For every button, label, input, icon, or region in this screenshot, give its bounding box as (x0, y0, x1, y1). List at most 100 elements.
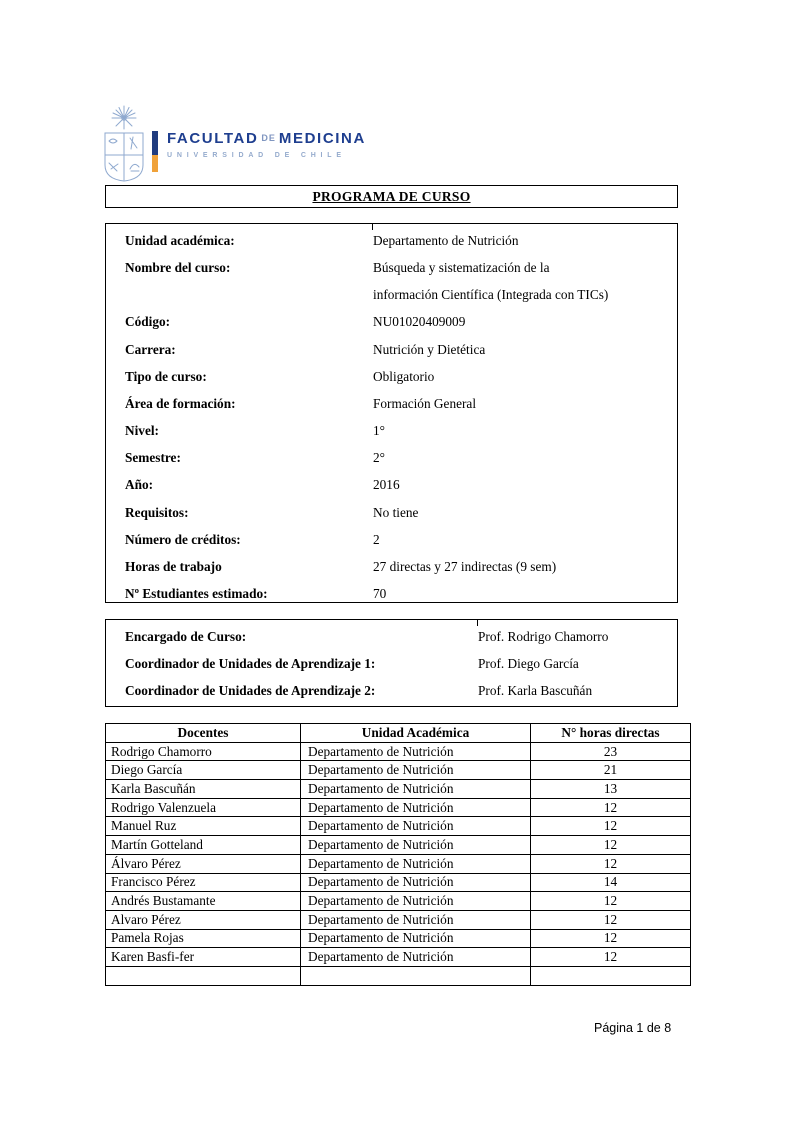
info-value: 27 directas y 27 indirectas (9 sem) (373, 558, 557, 574)
info-row: Año: 2016 (106, 471, 677, 498)
info-row: Área de formación: Formación General (106, 390, 677, 417)
info-label: Unidad académica: (125, 233, 235, 248)
info-label: Área de formación: (125, 395, 236, 411)
teacher-hours: 12 (530, 797, 691, 818)
teachers-table: Docentes Unidad Académica N° horas direc… (105, 723, 691, 986)
info-value: NU01020409009 (373, 314, 466, 330)
page-number: Página 1 de 8 (594, 1021, 672, 1035)
teacher-row: Rodrigo Chamorro Departamento de Nutrici… (105, 741, 691, 762)
info-label: Nombre del curso: (125, 260, 231, 276)
teacher-row: Francisco Pérez Departamento de Nutrició… (105, 872, 691, 893)
column-divider-tick (372, 224, 373, 230)
teacher-name: Rodrigo Chamorro (105, 741, 301, 762)
teacher-name: Karen Basfi-fer (105, 947, 301, 967)
info-label: Código: (125, 314, 171, 330)
header-horas-directas: N° horas directas (530, 723, 691, 743)
teacher-hours: 21 (530, 760, 691, 781)
header-docentes: Docentes (105, 723, 301, 743)
teacher-hours: 12 (530, 816, 691, 837)
teacher-row: Álvaro Pérez Departamento de Nutrición 1… (105, 853, 691, 874)
info-row: Semestre: 2° (106, 444, 677, 471)
teacher-row: Martín Gotteland Departamento de Nutrici… (105, 835, 691, 855)
info-row: Horas de trabajo 27 directas y 27 indire… (106, 553, 677, 580)
page-title: PROGRAMA DE CURSO (312, 188, 471, 204)
teacher-unit: Departamento de Nutrición (300, 797, 531, 818)
teacher-row-empty (105, 965, 691, 986)
info-value: No tiene (373, 504, 419, 520)
teacher-unit: Departamento de Nutrición (300, 741, 531, 762)
staff-label: Coordinador de Unidades de Aprendizaje 1… (125, 656, 376, 672)
info-label: Semestre: (125, 450, 181, 466)
staff-label: Coordinador de Unidades de Aprendizaje 2… (125, 683, 376, 699)
teacher-hours: 12 (530, 909, 691, 930)
teacher-unit: Departamento de Nutrición (300, 947, 531, 967)
teacher-name: Pamela Rojas (105, 928, 301, 949)
teacher-hours: 12 (530, 928, 691, 949)
info-row: Código: NU01020409009 (106, 308, 677, 335)
staff-row: Coordinador de Unidades de Aprendizaje 2… (106, 677, 677, 704)
university-name: UNIVERSIDAD DE CHILE (167, 152, 346, 159)
teacher-name: Diego García (105, 760, 301, 781)
info-value: Obligatorio (373, 368, 435, 384)
teacher-unit: Departamento de Nutrición (300, 835, 531, 855)
info-label: Nº Estudiantes estimado: (125, 586, 268, 602)
teacher-row: Karen Basfi-fer Departamento de Nutrició… (105, 947, 691, 967)
info-row: Carrera: Nutrición y Dietética (106, 336, 677, 363)
teacher-hours: 23 (530, 741, 691, 762)
teacher-hours: 14 (530, 872, 691, 893)
info-value: Formación General (373, 395, 477, 411)
info-label: Nivel: (125, 423, 159, 439)
info-label: Número de créditos: (125, 531, 241, 547)
teacher-unit: Departamento de Nutrición (300, 816, 531, 837)
teacher-hours (530, 965, 691, 986)
teacher-name: Martín Gotteland (105, 835, 301, 855)
header-unidad-academica: Unidad Académica (300, 723, 531, 743)
document-title-box: PROGRAMA DE CURSO (105, 185, 678, 208)
teacher-row: Manuel Ruz Departamento de Nutrición 12 (105, 816, 691, 837)
course-info-table: Unidad académica: Departamento de Nutric… (105, 223, 678, 603)
info-row: Requisitos: No tiene (106, 499, 677, 526)
staff-row: Coordinador de Unidades de Aprendizaje 1… (106, 650, 677, 677)
teacher-row: Diego García Departamento de Nutrición 2… (105, 760, 691, 781)
teacher-unit: Departamento de Nutrición (300, 928, 531, 949)
staff-label: Encargado de Curso: (125, 629, 247, 644)
info-label: Requisitos: (125, 504, 189, 520)
teacher-row: Pamela Rojas Departamento de Nutrición 1… (105, 928, 691, 949)
info-value: Nutrición y Dietética (373, 341, 486, 357)
teacher-row: Karla Bascuñán Departamento de Nutrición… (105, 779, 691, 799)
faculty-logo: FACULTAD DE MEDICINA UNIVERSIDAD DE CHILE (99, 105, 366, 183)
faculty-de: DE (261, 133, 276, 143)
teacher-unit (300, 965, 531, 986)
info-label: Carrera: (125, 341, 176, 357)
info-value: 2 (373, 531, 380, 547)
staff-table: Encargado de Curso: Prof. Rodrigo Chamor… (105, 619, 678, 707)
teacher-unit: Departamento de Nutrición (300, 872, 531, 893)
teacher-hours: 12 (530, 947, 691, 967)
teacher-row: Alvaro Pérez Departamento de Nutrición 1… (105, 909, 691, 930)
staff-row: Encargado de Curso: Prof. Rodrigo Chamor… (106, 623, 677, 650)
starburst (111, 105, 137, 130)
info-value: 70 (373, 586, 387, 602)
teacher-unit: Departamento de Nutrición (300, 779, 531, 799)
staff-value: Prof. Rodrigo Chamorro (478, 629, 609, 644)
faculty-name: FACULTAD DE MEDICINA (167, 130, 366, 147)
info-row: Tipo de curso: Obligatorio (106, 363, 677, 390)
university-crest-icon (104, 105, 144, 182)
info-row: Unidad académica: Departamento de Nutric… (106, 227, 677, 254)
info-label: Tipo de curso: (125, 368, 207, 384)
teacher-row: Andrés Bustamante Departamento de Nutric… (105, 891, 691, 911)
info-value: Departamento de Nutrición (373, 233, 519, 248)
teacher-name: Rodrigo Valenzuela (105, 797, 301, 818)
staff-value: Prof. Diego García (478, 656, 579, 672)
teacher-row: Rodrigo Valenzuela Departamento de Nutri… (105, 797, 691, 818)
info-value: 2016 (373, 477, 400, 493)
teacher-unit: Departamento de Nutrición (300, 760, 531, 781)
info-value: Búsqueda y sistematización de la informa… (373, 260, 609, 303)
info-label: Horas de trabajo (125, 558, 222, 574)
teacher-unit: Departamento de Nutrición (300, 891, 531, 911)
info-row: Nivel: 1° (106, 417, 677, 444)
teacher-unit: Departamento de Nutrición (300, 853, 531, 874)
info-row: Número de créditos: 2 (106, 526, 677, 553)
teachers-header-row: Docentes Unidad Académica N° horas direc… (105, 723, 691, 743)
column-divider-tick (477, 620, 478, 626)
